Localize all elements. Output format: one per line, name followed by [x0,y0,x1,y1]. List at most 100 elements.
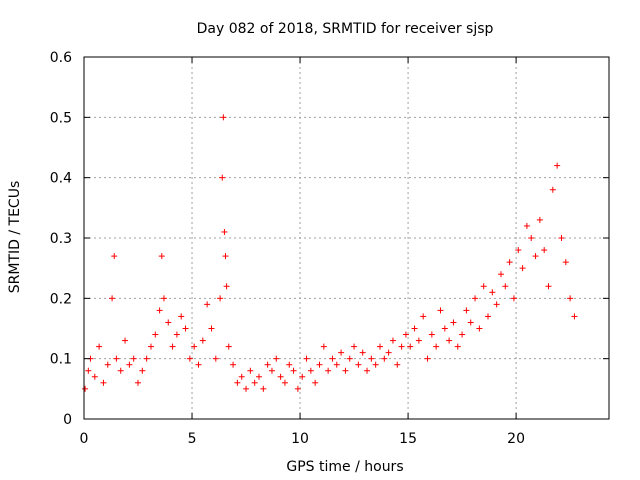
data-point [480,283,487,290]
y-tick-label: 0.5 [50,110,72,126]
data-point [562,259,569,266]
data-point [329,355,336,362]
data-point [312,379,319,386]
data-point [346,355,353,362]
x-tick-label: 0 [80,431,89,447]
data-point [234,379,241,386]
data-point [545,283,552,290]
data-point [549,186,556,193]
data-point [173,331,180,338]
data-point [532,253,539,260]
data-point [402,331,409,338]
data-point [147,343,154,350]
data-point [109,295,116,302]
data-point [364,367,371,374]
data-point [333,361,340,368]
data-point [82,385,89,392]
data-point [420,313,427,320]
data-point [290,367,297,374]
data-point [467,319,474,326]
data-point [303,355,310,362]
data-point [407,343,414,350]
y-tick-label: 0.4 [50,171,72,187]
data-point [441,325,448,332]
data-point [91,373,98,380]
data-point [528,235,535,241]
data-point [96,343,103,350]
data-point [299,373,306,380]
data-point [223,283,230,290]
data-point [281,379,288,386]
data-point [463,307,470,314]
data-point [104,361,111,368]
data-point [243,385,250,392]
data-point [186,355,193,362]
data-point [446,337,453,344]
data-point [286,361,293,368]
data-point [376,343,383,350]
data-point [394,361,401,368]
data-point [351,343,358,350]
data-point [225,343,232,350]
data-point [316,361,323,368]
data-point [342,367,349,374]
data-point [208,325,215,332]
data-point [493,301,500,308]
data-point [437,307,444,314]
data-point [251,379,258,386]
data-point [247,367,254,374]
data-point [411,325,418,332]
data-point [199,337,206,344]
data-point [307,367,314,374]
chart-title: Day 082 of 2018, SRMTID for receiver sjs… [197,21,494,37]
x-tick-label: 10 [291,431,309,447]
y-tick-label: 0.6 [50,50,72,66]
data-point [273,355,280,362]
data-point [130,355,137,362]
data-point [476,325,483,332]
data-point [433,343,440,350]
data-point [497,271,504,278]
data-point [217,295,224,302]
data-point [182,325,189,332]
data-point [100,379,107,386]
data-point [454,343,461,350]
data-point [510,295,517,302]
x-tick-label: 20 [507,431,525,447]
data-point [554,162,561,169]
data-point [169,343,176,350]
data-point [567,295,574,302]
data-point [472,295,479,302]
data-point [160,295,167,302]
data-point [143,355,150,362]
data-point [191,343,198,350]
y-axis-label: SRMTID / TECUs [7,181,23,294]
y-tick-label: 0 [63,412,72,428]
data-point [165,319,172,326]
x-tick-label: 5 [188,431,197,447]
y-tick-label: 0.2 [50,291,72,307]
data-point [385,349,392,356]
data-point [264,361,271,368]
axis-ticks: 0 0.1 0.2 0.3 0.4 0.5 0.6 0 5 10 15 20 [50,50,609,447]
data-point [113,355,120,362]
data-point [368,355,375,362]
data-points [82,114,578,392]
y-tick-label: 0.3 [50,231,72,247]
data-point [117,367,124,374]
data-point [238,373,245,380]
data-point [126,361,133,368]
data-point [230,361,237,368]
data-point [158,253,165,260]
data-point [536,216,543,223]
data-point [85,367,92,374]
data-point [519,265,526,272]
data-point [320,343,327,350]
data-point [515,247,522,254]
data-point [489,289,496,296]
data-point [212,355,219,362]
data-point [294,385,301,392]
data-point [204,301,211,308]
data-point [541,247,548,254]
